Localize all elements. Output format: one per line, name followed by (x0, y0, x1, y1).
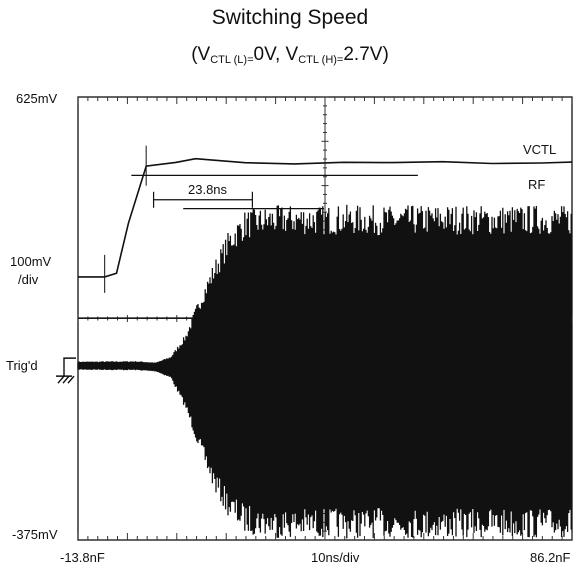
y-scale-unit-label: /div (18, 272, 39, 287)
y-scale-label: 100mV (10, 254, 52, 269)
legend-vctl: VCTL (523, 142, 557, 157)
vctl-trace (78, 157, 573, 278)
trigger-label: Trig'd (6, 358, 38, 373)
x-scale-label: 10ns/div (311, 550, 360, 565)
subtitle-mid: 0V, V (253, 44, 299, 65)
subtitle-sub-high: CTL (H)= (298, 54, 344, 66)
chart-subtitle: (VCTL (L)=0V, VCTL (H)=2.7V) (0, 44, 580, 66)
chart-title: Switching Speed (211, 6, 369, 29)
trigger-marker-group (56, 357, 76, 384)
subtitle-sub-low: CTL (L)= (210, 54, 254, 66)
x-left-label: -13.8nF (60, 550, 105, 565)
vctl-trace-group (78, 145, 573, 293)
y-bottom-label: -375mV (12, 527, 58, 542)
y-top-label: 625mV (16, 91, 58, 106)
timing-markers (78, 174, 418, 319)
timing-annotation: 23.8ns (188, 182, 228, 197)
rf-trace (77, 204, 572, 539)
subtitle-close: 2.7V) (343, 44, 389, 65)
subtitle-open: (V (191, 44, 211, 65)
trigger-ground-icon (56, 357, 76, 384)
legend-rf: RF (528, 177, 546, 192)
x-right-label: 86.2nF (530, 550, 571, 565)
rf-trace-group (77, 204, 572, 539)
